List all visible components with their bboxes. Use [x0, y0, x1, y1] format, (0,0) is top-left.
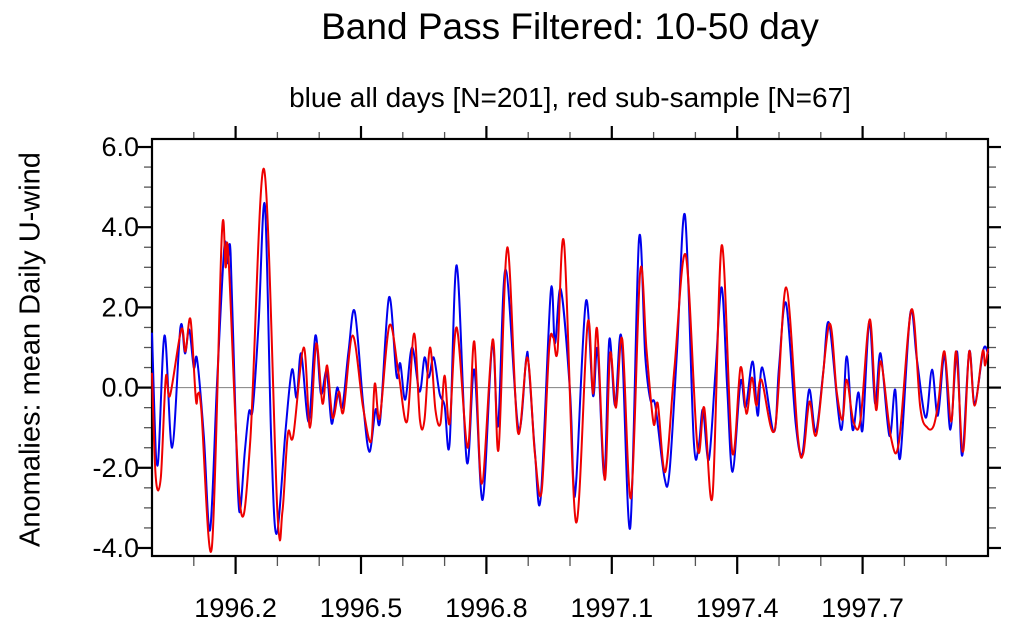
x-tick-label: 1996.5: [320, 593, 403, 623]
y-tick-label: 4.0: [101, 212, 139, 242]
x-tick-label: 1997.7: [821, 593, 904, 623]
chart-title: Band Pass Filtered: 10-50 day: [321, 6, 819, 47]
y-tick-label: -4.0: [92, 533, 139, 563]
y-tick-label: -2.0: [92, 453, 139, 483]
y-tick-label: 6.0: [101, 132, 139, 162]
x-tick-label: 1997.4: [696, 593, 779, 623]
y-axis-title: Anomalies: mean Daily U-wind: [14, 152, 47, 547]
x-tick-label: 1997.1: [571, 593, 654, 623]
series-line-sub-sample: [151, 168, 989, 553]
x-tick-label: 1996.8: [445, 593, 528, 623]
y-tick-label: 0.0: [101, 373, 139, 403]
chart-subtitle: blue all days [N=201], red sub-sample [N…: [289, 82, 851, 113]
y-tick-label: 2.0: [101, 292, 139, 322]
x-tick-label: 1996.2: [194, 593, 277, 623]
